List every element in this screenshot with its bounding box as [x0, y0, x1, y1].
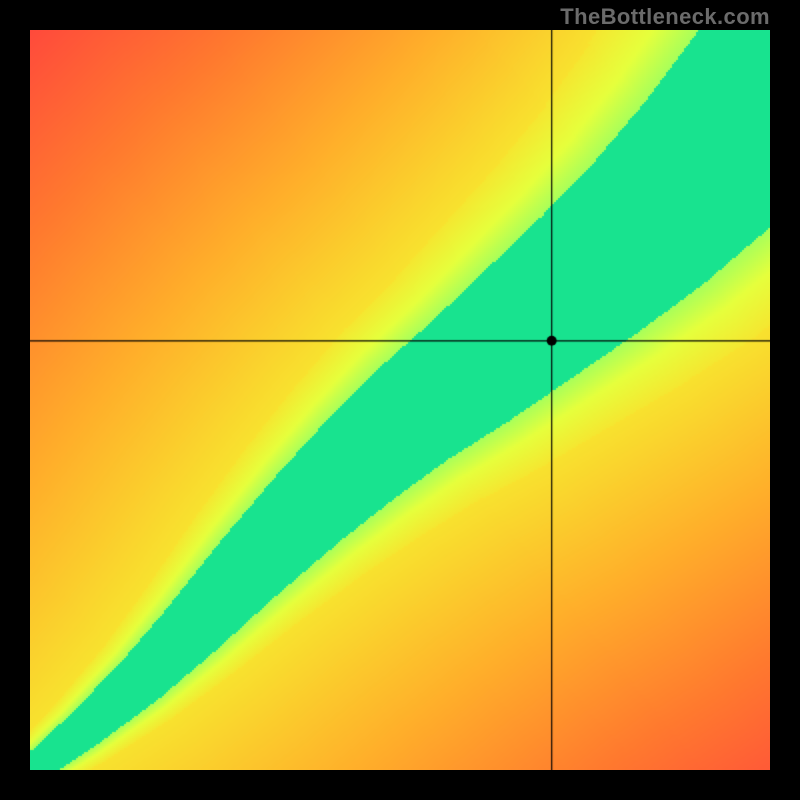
- bottleneck-heatmap: [30, 30, 770, 770]
- watermark-text: TheBottleneck.com: [560, 4, 770, 30]
- chart-container: TheBottleneck.com: [0, 0, 800, 800]
- plot-area: [30, 30, 770, 770]
